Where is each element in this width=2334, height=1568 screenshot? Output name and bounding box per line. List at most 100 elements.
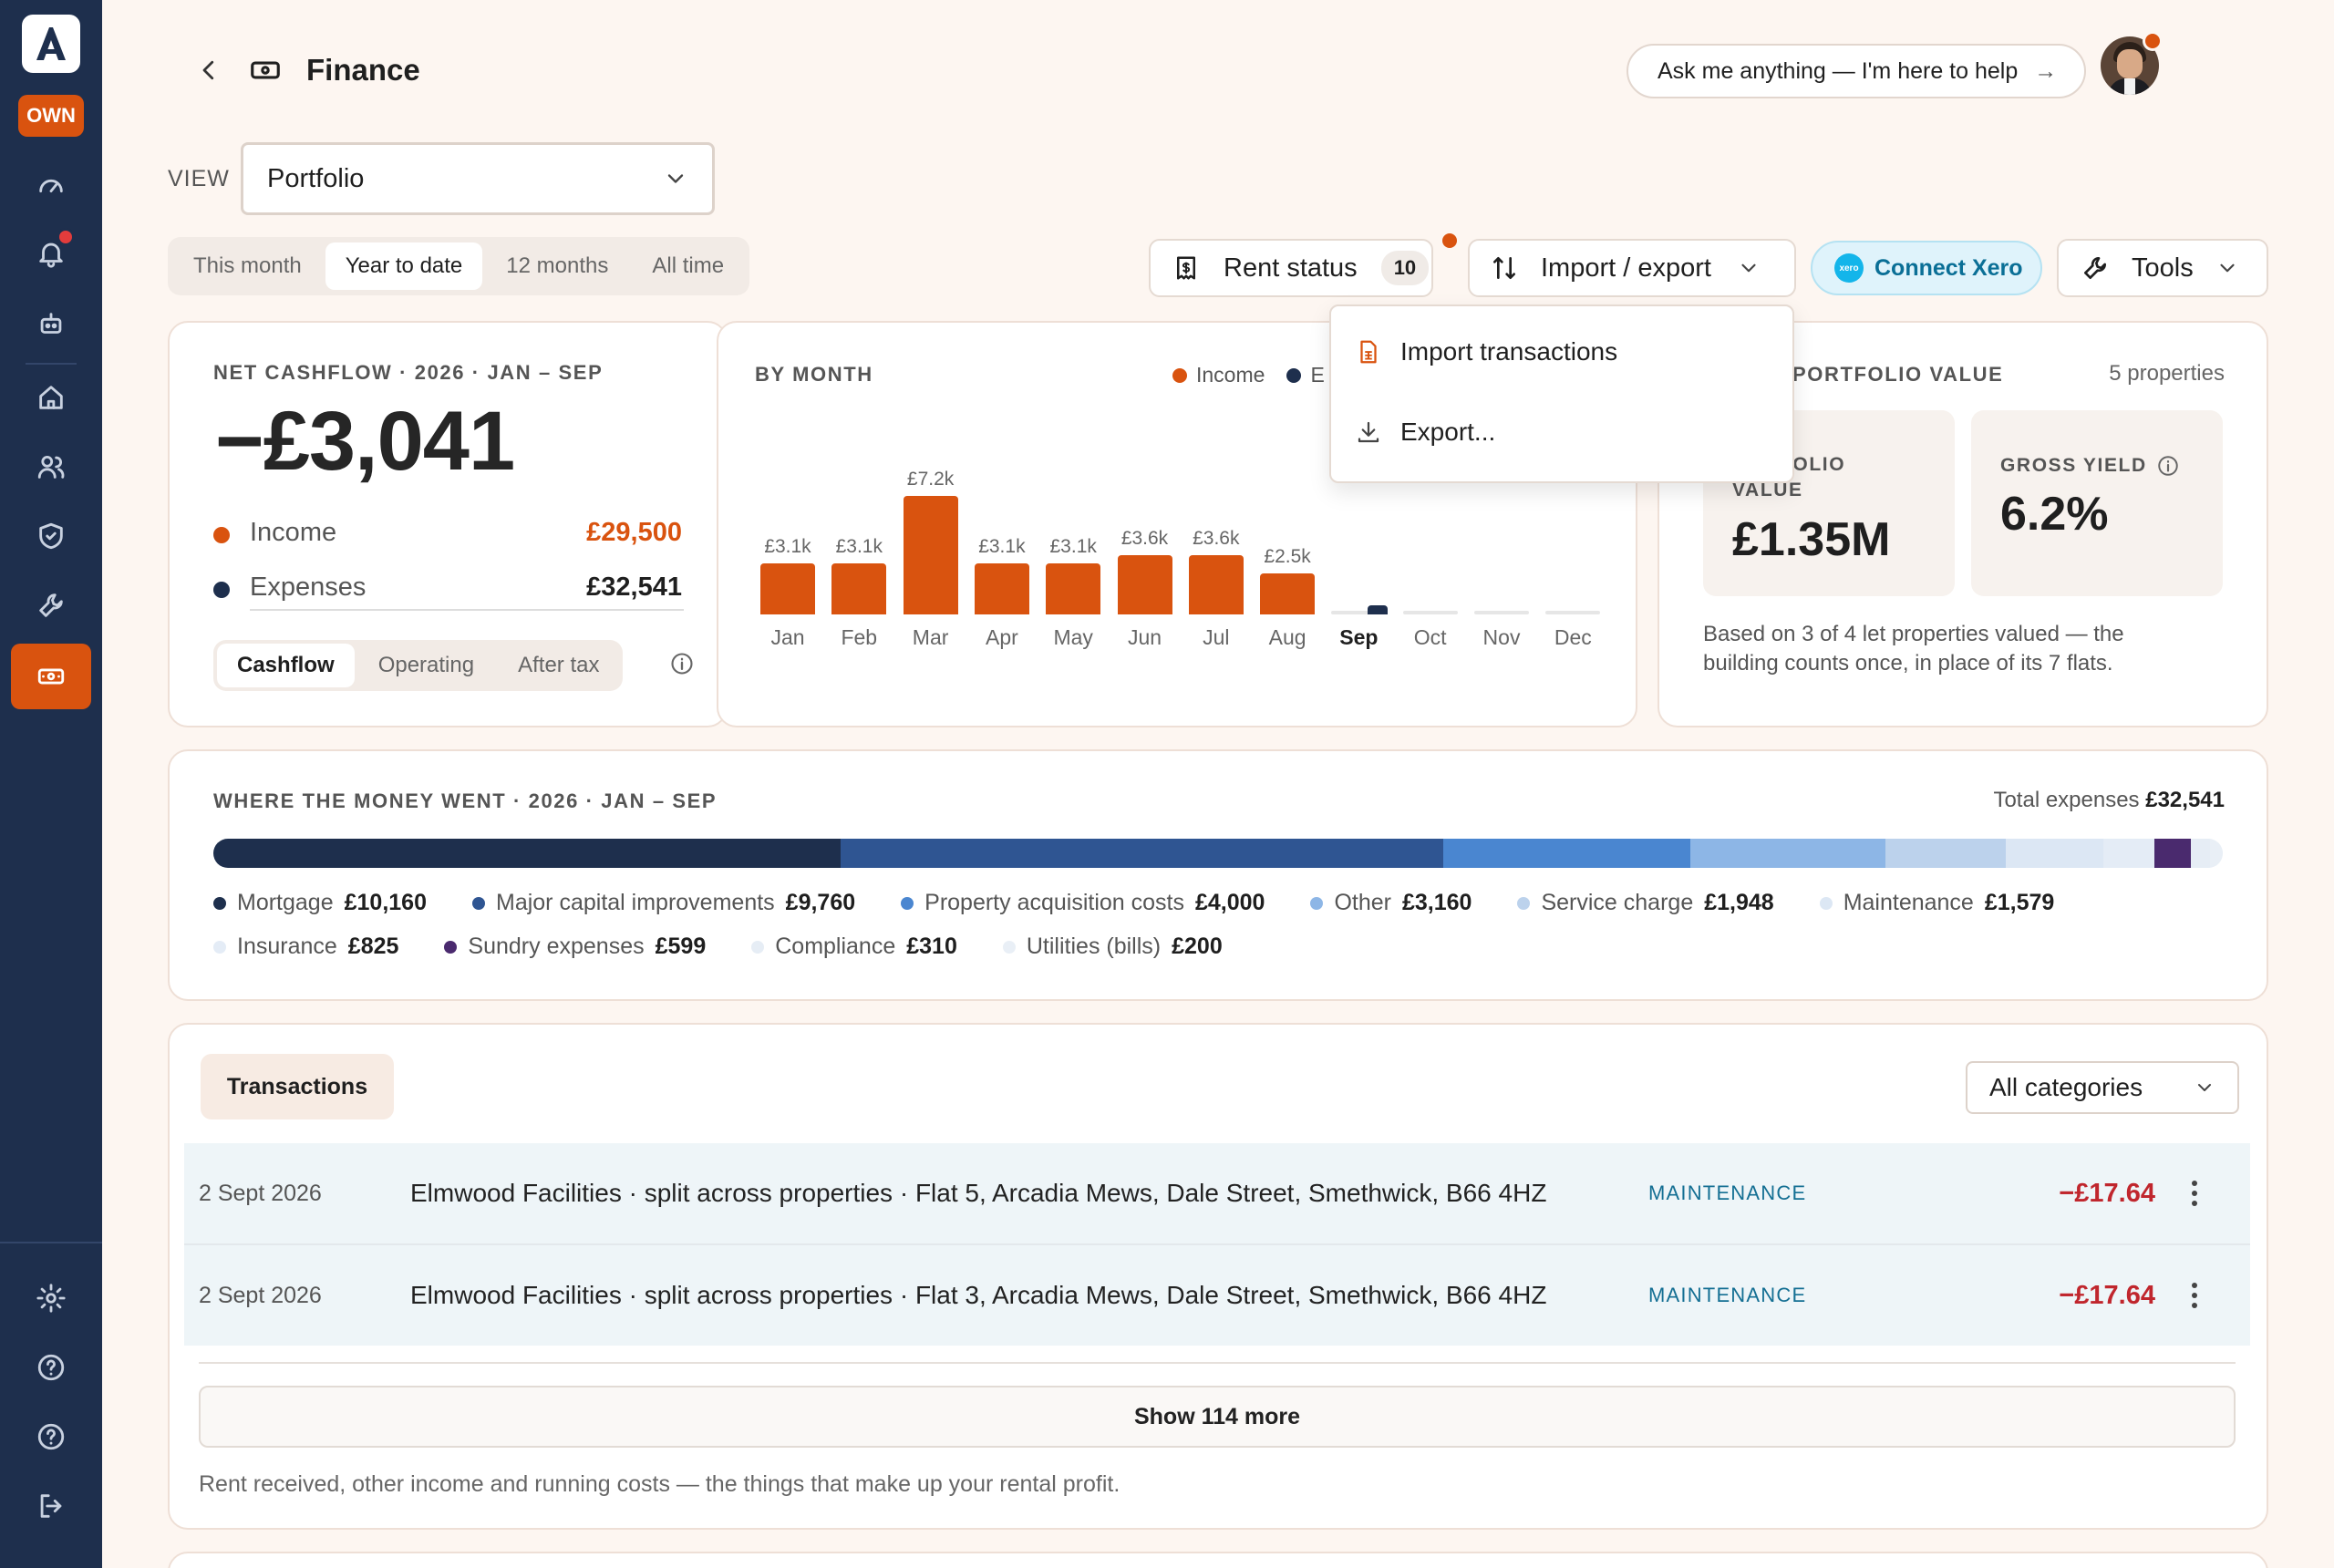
category-filter[interactable]: All categories [1966, 1061, 2239, 1114]
month-label-mar: Mar [912, 625, 949, 649]
info-icon[interactable] [2156, 454, 2180, 478]
mode-after-tax[interactable]: After tax [518, 653, 600, 677]
period-12-months[interactable]: 12 months [506, 253, 609, 278]
gross-yield-label: GROSS YIELD [2000, 455, 2147, 476]
show-more-button[interactable]: Show 114 more [199, 1386, 2236, 1448]
legend-amount: £3,160 [1402, 890, 1472, 915]
expense-segment[interactable] [1690, 839, 1886, 868]
nav-properties[interactable] [0, 365, 102, 430]
expense-legend-item[interactable]: Property acquisition costs £4,000 [901, 890, 1265, 916]
rent-status-button[interactable]: Rent status 10 [1149, 239, 1433, 297]
expenses-value: £32,541 [586, 573, 682, 602]
nav-maintenance[interactable] [0, 573, 102, 638]
back-icon[interactable] [195, 57, 222, 84]
nav-assistant[interactable] [0, 292, 102, 357]
legend-expenses: E [1310, 363, 1325, 387]
ask-assistant-button[interactable]: Ask me anything — I'm here to help → [1627, 44, 2086, 98]
nav-help[interactable] [0, 1335, 102, 1400]
nav-dashboard[interactable] [0, 153, 102, 219]
bar-sep-expense[interactable] [1368, 605, 1389, 614]
tools-label: Tools [2132, 253, 2194, 283]
import-export-button[interactable]: Import / export [1468, 239, 1796, 297]
expense-legend-item[interactable]: Insurance £825 [213, 934, 398, 960]
download-icon [1358, 421, 1379, 443]
legend-dot [444, 940, 458, 954]
period-this-month[interactable]: This month [193, 253, 302, 278]
mode-operating[interactable]: Operating [377, 653, 475, 677]
row-menu-icon[interactable] [2181, 1175, 2208, 1212]
row-menu-icon[interactable] [2181, 1277, 2208, 1314]
expense-segment[interactable] [2153, 839, 2192, 868]
table-row[interactable]: 2 Sept 2026 Elmwood Facilities · split a… [184, 1143, 2250, 1243]
row-category-badge[interactable]: MAINTENANCE [1648, 1181, 1807, 1204]
bar-jun[interactable] [1117, 555, 1172, 614]
expense-segment[interactable] [2006, 839, 2103, 868]
expense-segment[interactable] [2191, 839, 2211, 868]
expense-legend-item[interactable]: Maintenance £1,579 [1819, 890, 2054, 916]
menu-import-transactions[interactable]: Import transactions [1355, 337, 1617, 366]
tab-transactions[interactable]: Transactions [201, 1054, 394, 1119]
period-all-time[interactable]: All time [652, 253, 725, 278]
bar-feb[interactable] [831, 563, 887, 614]
nav-logout[interactable] [0, 1473, 102, 1539]
legend-dot [751, 940, 765, 954]
category-filter-value: All categories [1989, 1073, 2143, 1101]
legend-expenses-dot [1286, 367, 1302, 383]
expense-segment[interactable] [841, 839, 1444, 868]
row-description: Elmwood Facilities · split across proper… [410, 1179, 1547, 1207]
legend-income: Income [1196, 363, 1265, 387]
bar-aug[interactable] [1260, 573, 1316, 614]
bar-value-label: £2.5k [1264, 545, 1311, 567]
table-row[interactable]: 2 Sept 2026 Elmwood Facilities · split a… [184, 1245, 2250, 1346]
bar-value-label: £3.6k [1193, 528, 1240, 549]
bar-jan[interactable] [760, 563, 815, 614]
legend-amount: £599 [655, 934, 707, 959]
expense-legend-item[interactable]: Utilities (bills) £200 [1002, 934, 1223, 960]
home-icon [39, 386, 63, 409]
expense-legend-item[interactable]: Other £3,160 [1310, 890, 1472, 916]
nav-finance[interactable] [0, 644, 102, 709]
info-icon[interactable] [669, 651, 695, 676]
help-icon [37, 1423, 65, 1450]
bar-may[interactable] [1046, 563, 1101, 614]
bar-jul[interactable] [1188, 555, 1244, 614]
expense-segment[interactable] [1443, 839, 1691, 868]
expense-legend-item[interactable]: Service charge £1,948 [1517, 890, 1774, 916]
property-count: 5 properties [2109, 361, 2225, 386]
nav-settings[interactable] [0, 1265, 102, 1331]
expense-legend-item[interactable]: Mortgage £10,160 [213, 890, 427, 916]
gross-yield-box: GROSS YIELD 6.2% [1971, 410, 2223, 596]
bar-apr[interactable] [974, 563, 1029, 614]
expenses-label: Expenses [250, 573, 367, 602]
expense-legend-item[interactable]: Sundry expenses £599 [444, 934, 706, 960]
connect-xero-button[interactable]: xero Connect Xero [1811, 241, 2042, 295]
banknote-icon [251, 61, 280, 79]
expense-segment[interactable] [1885, 839, 2007, 868]
expense-legend-item[interactable]: Compliance £310 [751, 934, 957, 960]
expense-segment[interactable] [2210, 839, 2223, 868]
page-title: Finance [306, 53, 420, 87]
menu-export[interactable]: Export... [1355, 418, 1495, 447]
nav-support[interactable] [0, 1404, 102, 1470]
nav-tenants[interactable] [0, 434, 102, 500]
app-logo[interactable] [22, 15, 80, 73]
gear-icon [36, 1284, 66, 1313]
mode-cashflow[interactable]: Cashflow [217, 644, 355, 687]
row-category-badge[interactable]: MAINTENANCE [1648, 1284, 1807, 1306]
period-year-to-date[interactable]: Year to date [325, 242, 483, 290]
total-expenses-label: Total expenses [1993, 788, 2140, 812]
expense-legend-item[interactable]: Major capital improvements £9,760 [472, 890, 855, 916]
expenses-underline [250, 609, 684, 611]
view-label: VIEW [168, 166, 230, 191]
net-cashflow-card: NET CASHFLOW · 2026 · JAN – SEP −£3,041 … [168, 321, 728, 727]
legend-amount: £4,000 [1195, 890, 1265, 915]
nav-notifications[interactable] [0, 221, 102, 286]
bar-mar[interactable] [903, 496, 958, 614]
own-badge[interactable]: OWN [18, 95, 84, 137]
row-divider [184, 1243, 2250, 1245]
view-select[interactable]: Portfolio [241, 142, 715, 215]
expense-segment[interactable] [2102, 839, 2154, 868]
expense-segment[interactable] [213, 839, 842, 868]
tools-button[interactable]: Tools [2057, 239, 2268, 297]
nav-compliance[interactable] [0, 503, 102, 569]
